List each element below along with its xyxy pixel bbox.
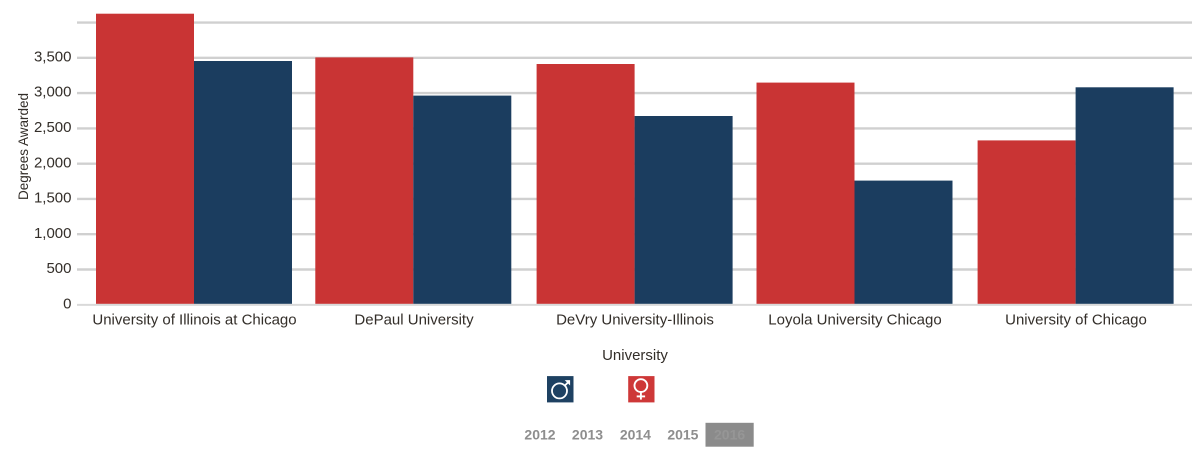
svg-text:DeVry University-Illinois: DeVry University-Illinois: [556, 312, 714, 329]
svg-text:2,500: 2,500: [34, 119, 72, 136]
svg-text:1,000: 1,000: [34, 225, 72, 242]
svg-text:DePaul University: DePaul University: [354, 312, 474, 329]
svg-text:500: 500: [46, 260, 71, 277]
svg-text:3,000: 3,000: [34, 84, 72, 101]
svg-text:2015: 2015: [667, 427, 698, 443]
svg-text:University of Chicago: University of Chicago: [1005, 312, 1147, 329]
svg-text:University: University: [602, 347, 668, 364]
svg-text:3,500: 3,500: [34, 48, 72, 65]
svg-text:Degrees Awarded: Degrees Awarded: [16, 93, 31, 200]
svg-text:2013: 2013: [572, 427, 603, 443]
svg-text:Loyola University Chicago: Loyola University Chicago: [768, 312, 941, 329]
svg-text:University of Illinois at Chic: University of Illinois at Chicago: [92, 312, 296, 329]
svg-text:0: 0: [63, 295, 71, 312]
svg-text:2014: 2014: [620, 427, 651, 443]
svg-text:2012: 2012: [524, 427, 555, 443]
svg-text:2,000: 2,000: [34, 154, 72, 171]
svg-text:1,500: 1,500: [34, 190, 72, 207]
svg-text:2016: 2016: [714, 427, 745, 443]
